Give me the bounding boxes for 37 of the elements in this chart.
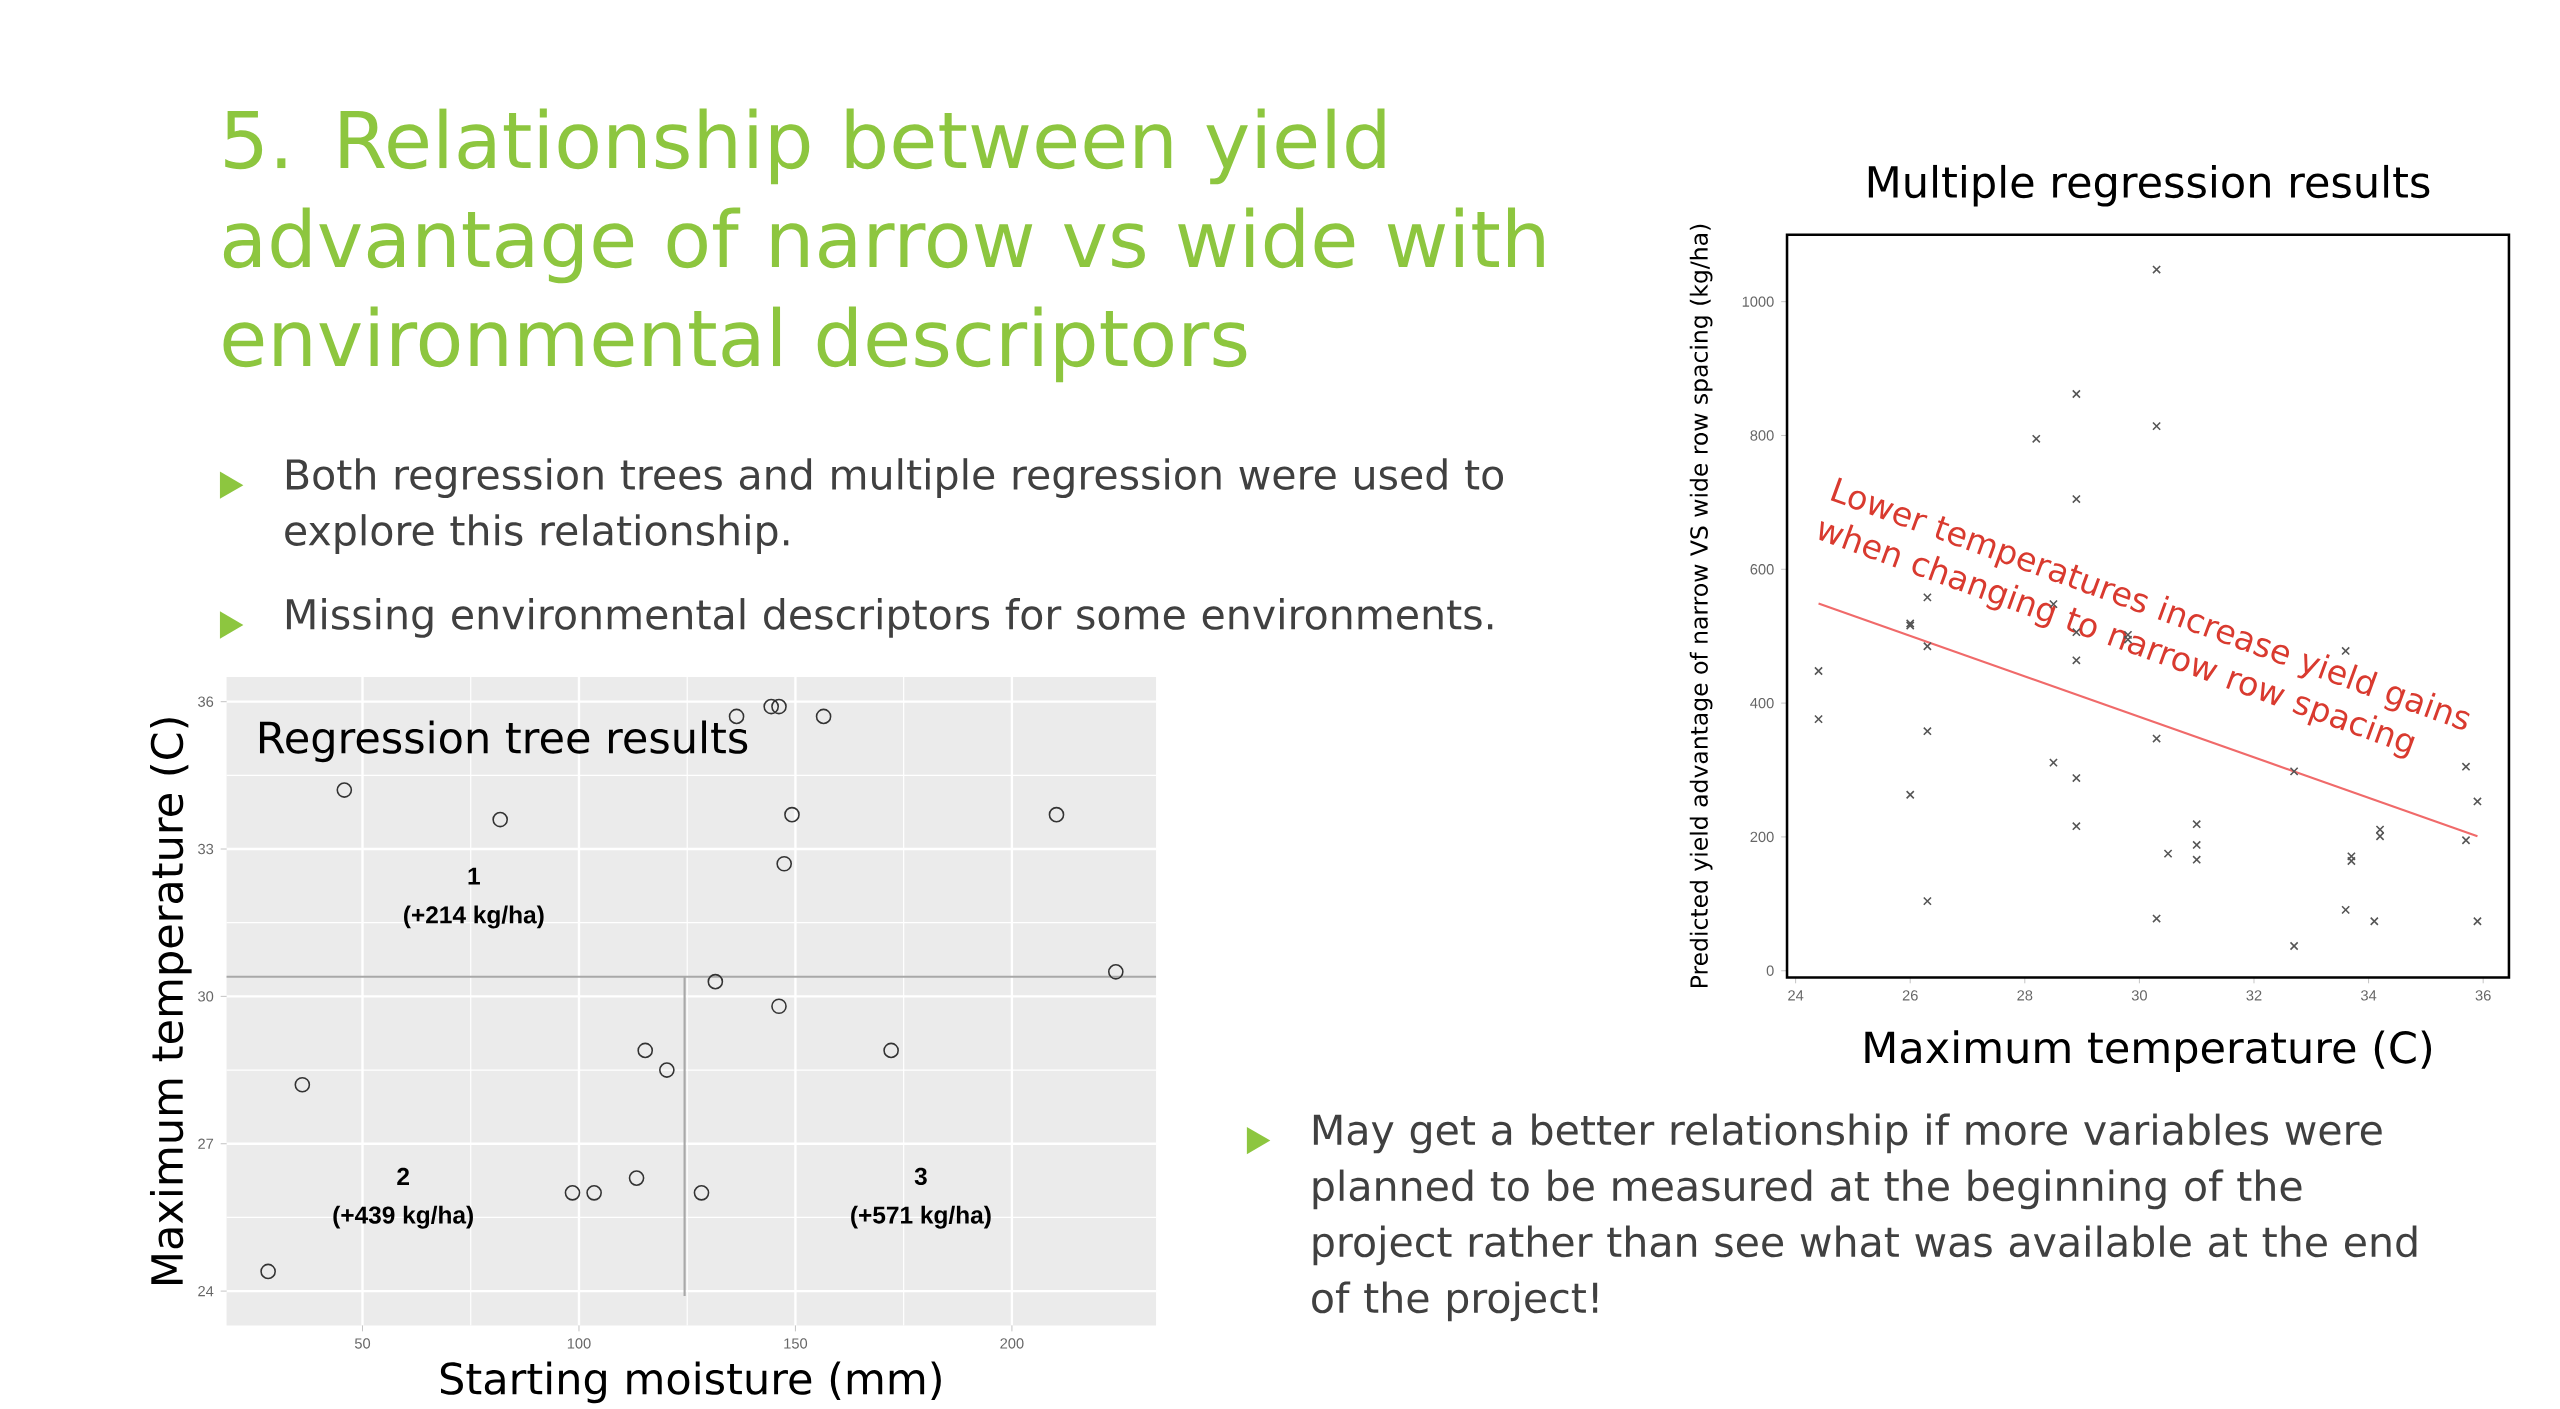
text: May get a better relationship if more variables were planned to be measured at the beginning of the project rather than see what was available at the end of the project! <box>1312 1113 2417 1322</box>
y-tick-label: 27 <box>198 1138 214 1150</box>
x-tick-label: 30 <box>2131 990 2147 1001</box>
y-tick-label: 24 <box>198 1286 214 1297</box>
text: Both regression trees and multiple regression were used to explore this relationship. <box>285 458 1504 555</box>
x-tick-label: 200 <box>1000 1338 1024 1349</box>
x-tick-label: 32 <box>2246 990 2262 1001</box>
annotation: (+439 kg/ha) <box>333 1205 473 1229</box>
y-axis-title: Predicted yield advantage of narrow VS wide row spacing (kg/ha) <box>1689 225 1713 988</box>
x-tick-label: 150 <box>784 1338 808 1349</box>
y-tick-label: 400 <box>1750 698 1774 709</box>
text: Missing environmental descriptors for some environments. <box>286 598 1493 639</box>
x-tick-label: 26 <box>1902 990 1918 1001</box>
y-axis-title: Maximum temperature (C) <box>149 718 192 1285</box>
annotation: 3 <box>914 1167 927 1186</box>
text: Regression tree results <box>259 720 748 763</box>
x-tick-label: 100 <box>567 1338 591 1349</box>
x-tick-label: 24 <box>1788 990 1804 1001</box>
y-tick-label: 600 <box>1750 564 1774 575</box>
y-tick-label: 0 <box>1766 965 1774 977</box>
annotation: 1 <box>468 867 480 885</box>
x-tick-label: 28 <box>2017 990 2033 1001</box>
y-tick-label: 200 <box>1750 831 1774 843</box>
y-tick-label: 1000 <box>1742 296 1774 308</box>
annotation: (+214 kg/ha) <box>404 905 544 929</box>
chart-title: Multiple regression results <box>1868 165 2430 207</box>
y-tick-label: 33 <box>198 844 214 855</box>
annotation: (+571 kg/ha) <box>851 1205 991 1229</box>
annotation: 2 <box>397 1167 409 1186</box>
y-tick-label: 36 <box>198 696 214 708</box>
y-tick-label: 800 <box>1750 430 1774 441</box>
x-tick-label: 50 <box>354 1338 371 1349</box>
x-axis-title: Starting moisture (mm) <box>440 1361 941 1404</box>
x-tick-label: 34 <box>2360 990 2377 1001</box>
text: 5. Relationship between yield advantage of narrow vs wide with environmental descriptors <box>223 108 1544 383</box>
x-axis-title: Maximum temperature (C) <box>1865 1030 2432 1073</box>
x-tick-label: 36 <box>2475 990 2491 1001</box>
